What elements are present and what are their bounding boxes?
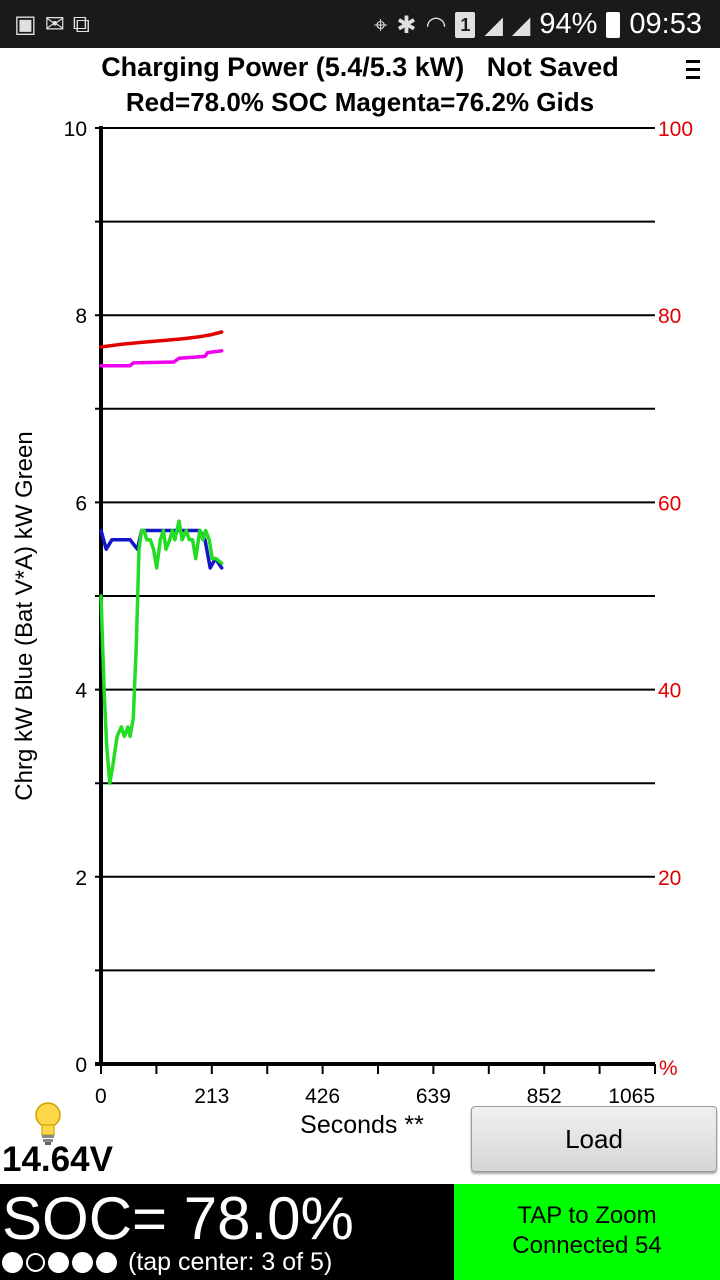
notification-icons: ▣ ✉ ⧉ bbox=[14, 10, 90, 38]
y-tick-label-left: 4 bbox=[75, 680, 87, 703]
gallery-icon: ▣ bbox=[14, 10, 37, 38]
page-dot bbox=[72, 1252, 93, 1273]
system-status: ⌖ ✱ ◠ 1 ◢ ◢ 94% 09:53 bbox=[374, 8, 702, 41]
gmail-icon: ✉ bbox=[44, 10, 65, 38]
sim-1-icon: 1 bbox=[455, 11, 476, 38]
clock: 09:53 bbox=[629, 8, 702, 40]
x-axis-label: Seconds ** bbox=[300, 1111, 424, 1139]
page-indicator-label: (tap center: 3 of 5) bbox=[128, 1248, 333, 1276]
y-tick-label-left: 0 bbox=[75, 1054, 87, 1077]
page-dot bbox=[96, 1252, 117, 1273]
y-tick-label-left: 2 bbox=[75, 867, 87, 890]
load-button[interactable]: Load bbox=[471, 1106, 717, 1172]
y-tick-label-right: 60 bbox=[658, 492, 681, 515]
y-axis-label-left: Chrg kW Blue (Bat V*A) kW Green bbox=[11, 431, 38, 800]
overflow-menu-icon[interactable] bbox=[686, 60, 700, 80]
y-tick-label-left: 6 bbox=[75, 492, 87, 515]
page-dot bbox=[2, 1252, 23, 1273]
x-tick-label: 426 bbox=[305, 1085, 340, 1108]
connection-status: Connected 54 bbox=[512, 1232, 662, 1259]
series-line bbox=[99, 349, 224, 368]
location-icon: ⌖ bbox=[373, 10, 388, 39]
soc-panel[interactable]: SOC= 78.0% (tap center: 3 of 5) bbox=[0, 1184, 454, 1280]
y-tick-label-right: 20 bbox=[658, 867, 681, 890]
page-dot bbox=[48, 1252, 69, 1273]
x-tick-label: 639 bbox=[416, 1085, 451, 1108]
y-tick-label-right: 80 bbox=[658, 305, 681, 328]
y-axis-label-right: % bbox=[659, 1057, 678, 1080]
chart-axes bbox=[95, 126, 656, 1074]
screen-share-icon: ⧉ bbox=[72, 10, 90, 38]
status-bar: ▣ ✉ ⧉ ⌖ ✱ ◠ 1 ◢ ◢ 94% 09:53 bbox=[0, 0, 720, 48]
chart-tick-labels: 0 213 426 639 852 1065 0 2 4 6 8 10 20 40 60 80 100 bbox=[64, 118, 693, 1108]
x-tick-label: 213 bbox=[194, 1085, 229, 1108]
chart-grid bbox=[95, 127, 655, 972]
battery-icon bbox=[606, 11, 621, 38]
light-bulb-icon[interactable] bbox=[30, 1100, 66, 1146]
series-line bbox=[99, 528, 224, 570]
page-dot-current bbox=[26, 1253, 45, 1272]
charging-chart[interactable]: 0 213 426 639 852 1065 0 2 4 6 8 10 20 40 60 80 100 Seco… bbox=[0, 0, 720, 1150]
y-tick-label-right: 40 bbox=[658, 680, 681, 703]
zoom-panel[interactable]: TAP to Zoom Connected 54 bbox=[454, 1184, 720, 1280]
soc-readout: SOC= 78.0% bbox=[2, 1185, 354, 1252]
series-line bbox=[99, 519, 224, 785]
page-indicator[interactable]: (tap center: 3 of 5) bbox=[2, 1248, 332, 1277]
signal-icon: ◢ bbox=[484, 10, 503, 39]
signal-icon: ◢ bbox=[511, 10, 531, 39]
voltage-readout: 14.64V bbox=[2, 1140, 113, 1179]
y-tick-label-left: 10 bbox=[64, 118, 87, 141]
x-tick-label: 852 bbox=[527, 1085, 562, 1108]
series-line bbox=[99, 330, 224, 349]
x-tick-label: 1065 bbox=[608, 1085, 655, 1108]
battery-percent: 94% bbox=[539, 8, 598, 40]
y-tick-label-right: 100 bbox=[658, 118, 693, 141]
bluetooth-icon: ✱ bbox=[396, 10, 417, 39]
chart-series bbox=[99, 330, 224, 785]
zoom-hint: TAP to Zoom bbox=[517, 1202, 657, 1229]
y-tick-label-left: 8 bbox=[75, 305, 87, 328]
chart-subtitle: Red=78.0% SOC Magenta=76.2% Gids bbox=[125, 87, 595, 117]
wifi-icon: ◠ bbox=[425, 10, 447, 39]
x-tick-label: 0 bbox=[95, 1085, 107, 1108]
chart-title: Charging Power (5.4/5.3 kW) Not Saved bbox=[101, 52, 619, 82]
